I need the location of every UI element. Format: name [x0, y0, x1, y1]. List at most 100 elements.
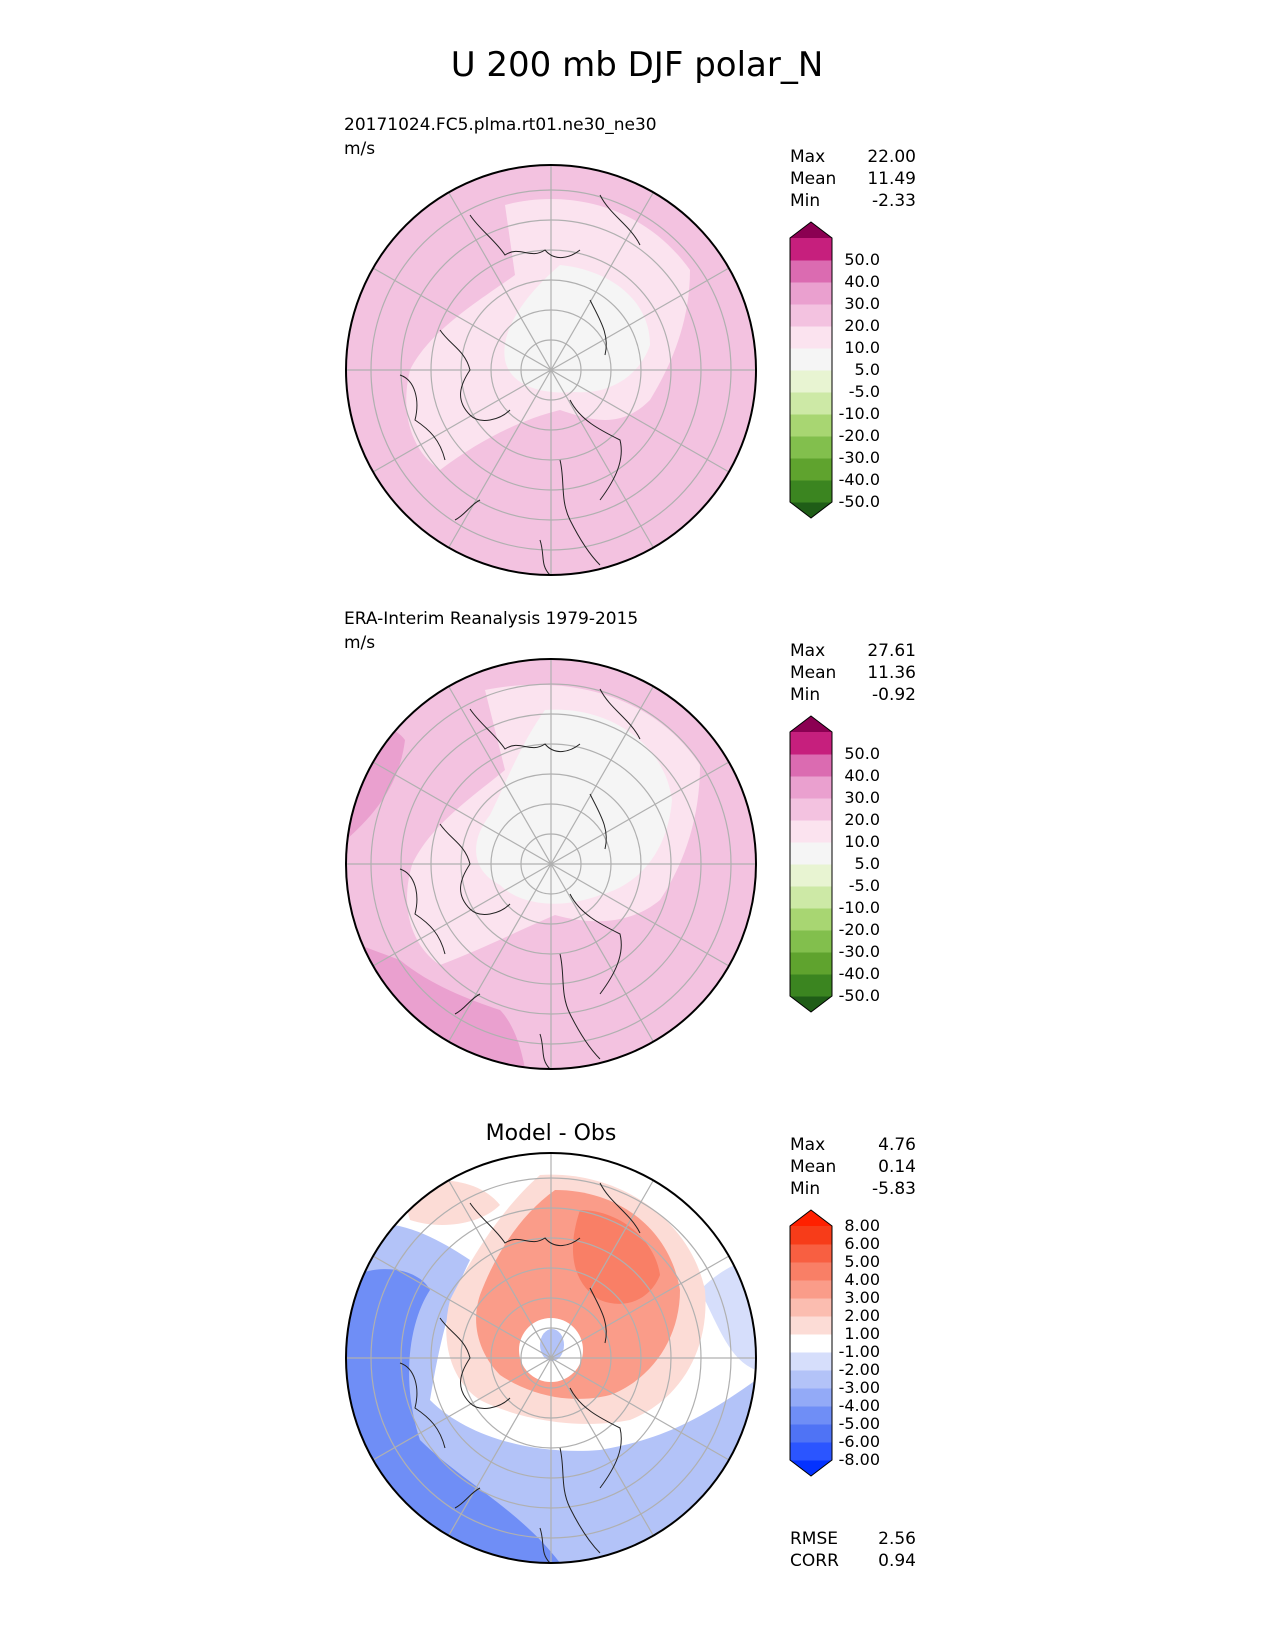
stat-label-mean: Mean [790, 663, 836, 683]
panel-diff-extra-stats: RMSE 2.56 CORR 0.94 [790, 1529, 916, 1571]
colorbar-tick-label: -50.0 [839, 492, 880, 511]
colorbar-bin [790, 1262, 832, 1281]
colorbar-bin [790, 304, 832, 327]
colorbar-tick-label: 30.0 [844, 294, 880, 313]
colorbar-bin [790, 480, 832, 503]
colorbar-tick-label: 6.00 [844, 1234, 880, 1253]
colorbar-bin [790, 886, 832, 909]
colorbar-bin [790, 716, 832, 732]
colorbar-bin [790, 1226, 832, 1245]
colorbar-bin [790, 754, 832, 777]
stat-label-max: Max [790, 1135, 825, 1155]
colorbar-tick-label: -5.0 [849, 876, 880, 895]
panel-diff-map [346, 1153, 756, 1563]
colorbar-bin [790, 1460, 832, 1476]
colorbar-bin [790, 974, 832, 997]
colorbar-bin [790, 1406, 832, 1425]
stat-value-max: 22.00 [867, 147, 916, 167]
colorbar-tick-label: 1.00 [844, 1324, 880, 1343]
colorbar-tick-label: -2.00 [839, 1360, 880, 1379]
colorbar-tick-label: -10.0 [839, 404, 880, 423]
colorbar-bin [790, 930, 832, 953]
colorbar-outline [789, 715, 833, 1013]
colorbar-bin [790, 370, 832, 393]
colorbar-bin [790, 798, 832, 821]
colorbar-bin [790, 1334, 832, 1353]
panel-obs-label: ERA-Interim Reanalysis 1979-2015 [344, 609, 638, 629]
stat-label-max: Max [790, 147, 825, 167]
stat-label-rmse: RMSE [790, 1529, 838, 1549]
stat-label-min: Min [790, 1179, 820, 1199]
panel-obs-stats: Max 27.61 Mean 11.36 Min -0.92 [790, 641, 916, 705]
colorbar-bin [790, 222, 832, 238]
colorbar-bin [790, 864, 832, 887]
stat-value-max: 4.76 [878, 1135, 916, 1155]
panel-model-map [346, 165, 756, 575]
panel-model-stats: Max 22.00 Mean 11.49 Min -2.33 [790, 147, 916, 211]
panel-model: 20171024.FC5.plma.rt01.ne30_ne30 m/s [344, 115, 916, 576]
map-boundary [345, 1152, 757, 1564]
panel-diff: Model - Obs [345, 1121, 916, 1571]
colorbar-tick-label: 8.00 [844, 1216, 880, 1235]
graticule [346, 659, 756, 1069]
colorbar-tick-label: 5.0 [855, 854, 880, 873]
colorbar-bin [790, 1370, 832, 1389]
colorbar-tick-label: 10.0 [844, 832, 880, 851]
colorbar-tick-label: -50.0 [839, 986, 880, 1005]
colorbar-tick-label: 50.0 [844, 250, 880, 269]
panel-diff-stats: Max 4.76 Mean 0.14 Min -5.83 [790, 1135, 916, 1199]
colorbar-bin [790, 1388, 832, 1407]
colorbar-tick-label: -30.0 [839, 942, 880, 961]
stat-label-max: Max [790, 641, 825, 661]
colorbar-tick-label: 30.0 [844, 788, 880, 807]
stat-label-mean: Mean [790, 1157, 836, 1177]
field-dark-jet-atlantic [346, 940, 525, 1069]
colorbar-tick-label: -3.00 [839, 1378, 880, 1397]
panel-model-label: 20171024.FC5.plma.rt01.ne30_ne30 [344, 115, 657, 135]
colorbar-tick-label: 40.0 [844, 272, 880, 291]
colorbar-outline [789, 221, 833, 519]
colorbar-bin [790, 732, 832, 755]
field-white-core [504, 265, 650, 393]
colorbar-tick-label: -1.00 [839, 1342, 880, 1361]
field-white-core [476, 709, 672, 904]
colorbar-bin [790, 238, 832, 261]
coastlines [399, 688, 641, 1069]
colorbar-bin [790, 1210, 832, 1226]
colorbar-tick-label: 2.00 [844, 1306, 880, 1325]
graticule [346, 1153, 756, 1563]
colorbar-tick-label: -30.0 [839, 448, 880, 467]
colorbar-bin [790, 326, 832, 349]
stat-value-min: -2.33 [872, 191, 916, 211]
stat-value-max: 27.61 [867, 641, 916, 661]
colorbar-tick-label: -10.0 [839, 898, 880, 917]
colorbar-tick-label: -20.0 [839, 920, 880, 939]
colorbar-tick-label: 4.00 [844, 1270, 880, 1289]
map-boundary [345, 658, 757, 1070]
stat-value-corr: 0.94 [878, 1551, 916, 1571]
colorbar-tick-label: -4.00 [839, 1396, 880, 1415]
colorbar-tick-label: -40.0 [839, 964, 880, 983]
colorbar-bin [790, 776, 832, 799]
figure-title: U 200 mb DJF polar_N [451, 45, 824, 85]
stat-label-mean: Mean [790, 169, 836, 189]
panel-diff-heading: Model - Obs [486, 1121, 617, 1146]
colorbar-tick-label: -5.00 [839, 1414, 880, 1433]
stat-label-min: Min [790, 685, 820, 705]
colorbar-tick-label: 10.0 [844, 338, 880, 357]
stat-label-corr: CORR [790, 1551, 839, 1571]
colorbar-tick-label: 5.0 [855, 360, 880, 379]
colorbar-bin [790, 1442, 832, 1461]
coastlines [399, 194, 641, 575]
colorbar-bin [790, 996, 832, 1012]
stat-value-rmse: 2.56 [878, 1529, 916, 1549]
colorbar-bin [790, 820, 832, 843]
panel-model-colorbar: -50.0 -40.0 -30.0 -20.0 -10.0 -5.0 5.0 10.0 20.0… [789, 221, 880, 519]
colorbar-outline [789, 1209, 833, 1477]
panel-obs-units: m/s [344, 633, 375, 653]
field-pole-negative [540, 1329, 564, 1361]
colorbar-tick-label: 3.00 [844, 1288, 880, 1307]
coastlines [399, 1182, 641, 1563]
colorbar-bin [790, 952, 832, 975]
colorbar-bin [790, 502, 832, 518]
